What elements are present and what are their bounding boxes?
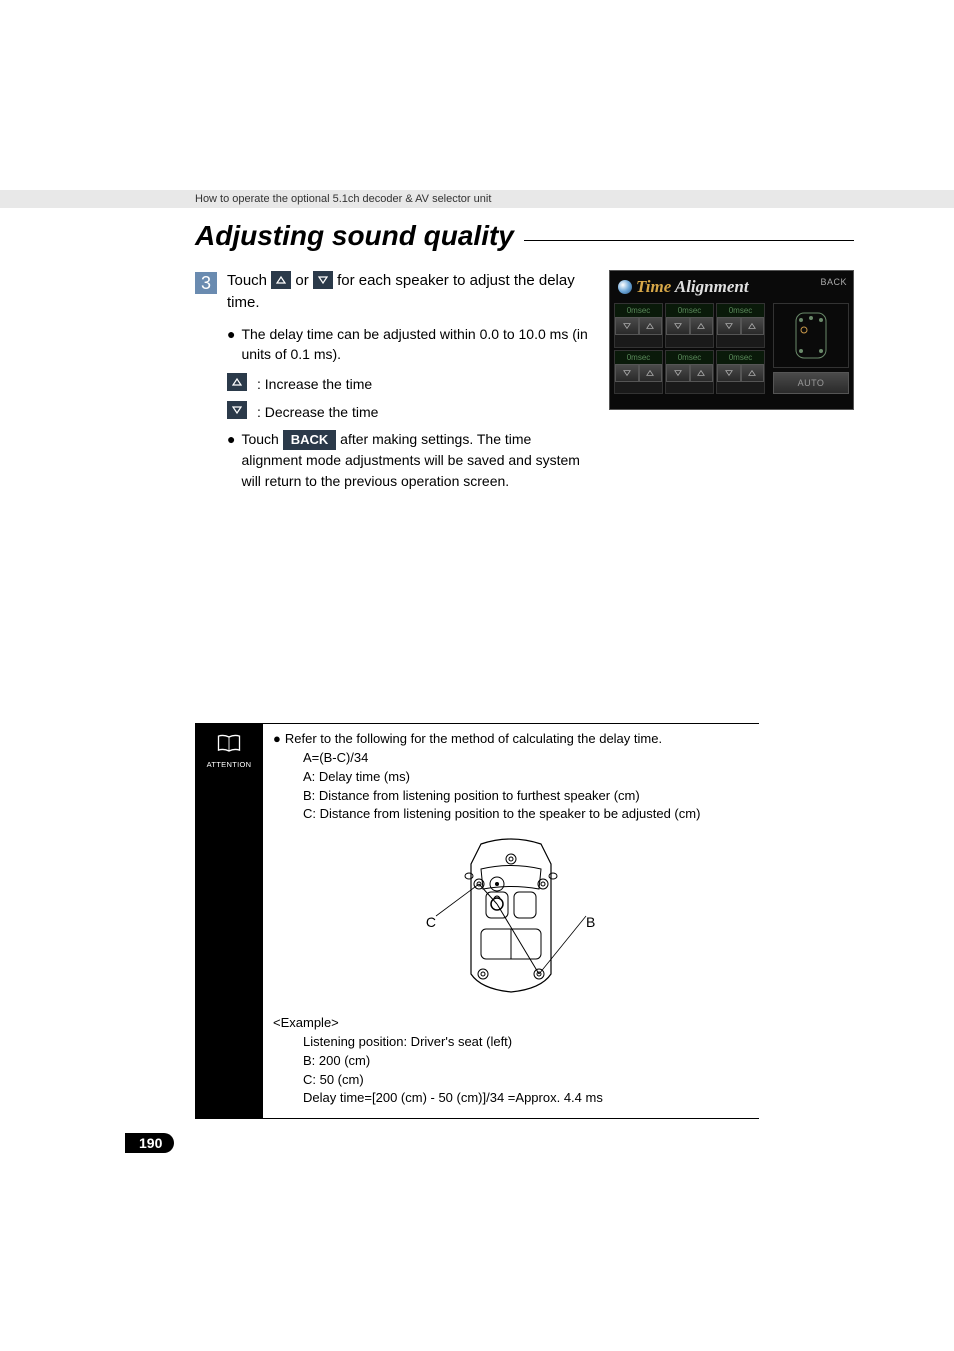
speaker-up-btn[interactable]: [741, 317, 765, 335]
title-word2: Alignment: [675, 277, 749, 296]
down-arrow-icon: [227, 401, 247, 419]
title-row: Adjusting sound quality: [195, 220, 854, 252]
speaker-down-btn[interactable]: [615, 364, 639, 382]
attention-box: ATTENTION ●Refer to the following for th…: [195, 723, 759, 1119]
attn-text: Refer to the following for the method of…: [285, 730, 662, 749]
car-diagram: C B: [273, 834, 749, 1000]
example-2: B: 200 (cm): [303, 1052, 749, 1071]
speaker-down-btn[interactable]: [717, 364, 741, 382]
bullet-icon: ●: [273, 730, 281, 749]
header-band: How to operate the optional 5.1ch decode…: [0, 190, 954, 208]
speaker-up-btn[interactable]: [690, 364, 714, 382]
example-3: C: 50 (cm): [303, 1071, 749, 1090]
page-title: Adjusting sound quality: [195, 220, 514, 252]
attention-label: ATTENTION: [207, 760, 252, 769]
attn-a-def: A: Delay time (ms): [303, 768, 749, 787]
back-button-label: BACK: [283, 430, 337, 451]
label-b: B: [586, 912, 595, 932]
attn-line1: ●Refer to the following for the method o…: [273, 730, 749, 749]
down-arrow-icon: [313, 271, 333, 289]
speaker-fl: 0msec: [614, 303, 663, 348]
speaker-rl: 0msec: [614, 350, 663, 395]
speaker-up-btn[interactable]: [639, 317, 663, 335]
attn-c-def: C: Distance from listening position to t…: [303, 805, 749, 824]
speaker-up-btn[interactable]: [639, 364, 663, 382]
step-number: 3: [195, 272, 217, 294]
speaker-up-btn[interactable]: [741, 364, 765, 382]
label-c: C: [426, 912, 436, 932]
decrease-label: : Decrease the time: [257, 402, 378, 422]
speaker-orb-icon: [618, 280, 632, 294]
bullet-delay-range: ● The delay time can be adjusted within …: [227, 324, 589, 365]
attn-b-def: B: Distance from listening position to f…: [303, 787, 749, 806]
touch-label: Touch: [241, 431, 282, 447]
speaker-value: 0msec: [615, 351, 662, 364]
car-mini-diagram: [773, 303, 849, 368]
bullet-text: The delay time can be adjusted within 0.…: [241, 324, 589, 365]
speaker-down-btn[interactable]: [666, 364, 690, 382]
example-1: Listening position: Driver's seat (left): [303, 1033, 749, 1052]
decrease-row: : Decrease the time: [227, 402, 589, 422]
step-instruction: Touch or for each speaker to adjust the …: [227, 270, 589, 314]
bullet-back: ● Touch BACK after making settings. The …: [227, 429, 589, 491]
speaker-value: 0msec: [615, 304, 662, 317]
increase-label: : Increase the time: [257, 374, 372, 394]
device-screenshot: BACK Time Alignment 0msec: [609, 270, 854, 410]
example-4: Delay time=[200 (cm) - 50 (cm)]/34 =Appr…: [303, 1089, 749, 1108]
speaker-down-btn[interactable]: [717, 317, 741, 335]
speaker-up-btn[interactable]: [690, 317, 714, 335]
attn-formula: A=(B-C)/34: [303, 749, 749, 768]
up-arrow-icon: [271, 271, 291, 289]
speaker-down-btn[interactable]: [666, 317, 690, 335]
step-intro-before: Touch: [227, 272, 271, 289]
example-header: <Example>: [273, 1014, 749, 1033]
speaker-value: 0msec: [666, 304, 713, 317]
breadcrumb: How to operate the optional 5.1ch decode…: [0, 190, 954, 208]
speaker-value: 0msec: [717, 304, 764, 317]
screenshot-back-btn[interactable]: BACK: [820, 277, 847, 287]
auto-button[interactable]: AUTO: [773, 372, 849, 394]
step-intro-mid: or: [295, 272, 313, 289]
increase-row: : Increase the time: [227, 374, 589, 394]
up-arrow-icon: [227, 373, 247, 391]
speaker-grid: 0msec 0msec: [614, 303, 769, 394]
bullet-icon: ●: [227, 429, 235, 491]
book-icon: [215, 732, 243, 756]
bullet-back-text: Touch BACK after making settings. The ti…: [241, 429, 589, 491]
speaker-ct: 0msec: [665, 303, 714, 348]
speaker-value: 0msec: [666, 351, 713, 364]
title-word1: Time: [636, 277, 671, 296]
speaker-down-btn[interactable]: [615, 317, 639, 335]
attention-sidebar: ATTENTION: [195, 724, 263, 1118]
screenshot-title: Time Alignment: [614, 275, 849, 303]
speaker-fr: 0msec: [716, 303, 765, 348]
title-underline: [524, 240, 854, 241]
speaker-sw: 0msec: [665, 350, 714, 395]
speaker-value: 0msec: [717, 351, 764, 364]
bullet-icon: ●: [227, 324, 235, 365]
speaker-rr: 0msec: [716, 350, 765, 395]
page-number: 190: [125, 1133, 174, 1153]
